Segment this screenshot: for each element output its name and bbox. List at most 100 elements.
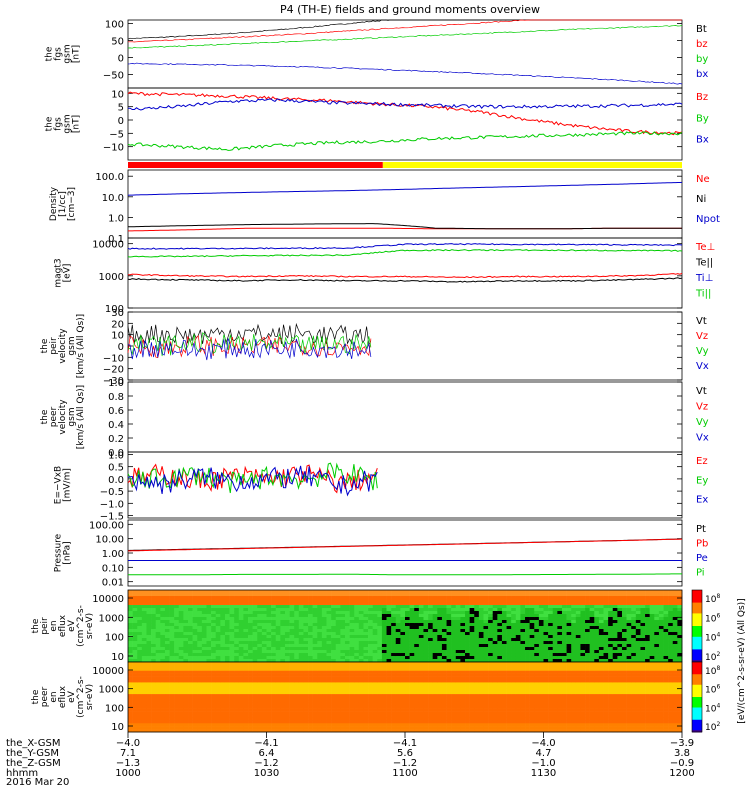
heatmap-cell	[400, 596, 406, 600]
heatmap-cell	[358, 635, 364, 639]
heatmap-cell	[340, 605, 346, 609]
heatmap-cell	[492, 623, 498, 627]
heatmap-cell	[220, 729, 226, 733]
heatmap-cell	[465, 638, 470, 642]
heatmap-cell	[206, 659, 212, 663]
heatmap-cell	[432, 641, 438, 645]
heatmap-cell	[511, 632, 517, 636]
heatmap-cell	[238, 647, 244, 651]
heatmap-cell	[400, 647, 406, 651]
y-axis-label-line: [km/s (All Qs)]	[76, 314, 86, 378]
heatmap-cell	[271, 682, 277, 686]
heatmap-cell	[640, 617, 646, 621]
heatmap-cell	[331, 599, 337, 603]
heatmap-cell	[501, 602, 507, 606]
heatmap-cell	[391, 590, 397, 594]
heatmap-cell	[280, 605, 286, 609]
heatmap-cell	[169, 708, 175, 712]
heatmap-cell	[344, 620, 350, 624]
heatmap-cell	[284, 605, 290, 609]
heatmap-cell	[321, 720, 327, 724]
legend-entry: By	[696, 113, 709, 124]
heatmap-cell	[321, 705, 327, 709]
heatmap-cell	[617, 593, 623, 597]
heatmap-cell	[289, 702, 295, 707]
heatmap-cell	[631, 626, 637, 630]
heatmap-cell	[474, 590, 480, 594]
heatmap-cell	[543, 617, 549, 621]
heatmap-cell	[603, 644, 609, 648]
heatmap-cell	[451, 599, 457, 603]
heatmap-cell	[465, 676, 470, 680]
y-tick-label: 10000	[92, 240, 124, 251]
heatmap-cell	[451, 644, 457, 648]
heatmap-cell	[271, 656, 277, 660]
heatmap-cell	[331, 699, 337, 704]
heatmap-cell	[483, 673, 489, 677]
heatmap-cell	[271, 711, 277, 715]
heatmap-cell	[280, 617, 286, 621]
heatmap-cell	[164, 667, 170, 672]
heatmap-cell	[663, 605, 669, 609]
heatmap-cell	[598, 638, 604, 642]
heatmap-cell	[561, 629, 567, 633]
heatmap-cell	[183, 599, 189, 603]
heatmap-cell	[386, 647, 392, 651]
heatmap-cell	[308, 614, 313, 618]
heatmap-cell	[178, 602, 184, 606]
heatmap-cell	[446, 635, 452, 639]
heatmap-cell	[455, 632, 461, 636]
heatmap-cell	[234, 699, 240, 704]
heatmap-cell	[391, 659, 397, 663]
heatmap-cell	[192, 659, 198, 663]
heatmap-cell	[395, 664, 401, 669]
heatmap-cell	[261, 656, 267, 660]
heatmap-cell	[409, 635, 415, 639]
heatmap-cell	[525, 590, 530, 594]
heatmap-cell	[520, 599, 526, 603]
heatmap-cell	[234, 650, 240, 654]
heatmap-cell	[654, 650, 660, 654]
heatmap-cell	[414, 617, 420, 621]
heatmap-cell	[483, 623, 489, 627]
heatmap-cell	[372, 667, 378, 672]
heatmap-cell	[372, 720, 378, 724]
heatmap-cell	[248, 614, 253, 618]
heatmap-cell	[418, 590, 424, 594]
heatmap-cell	[243, 593, 249, 597]
heatmap-cell	[261, 623, 267, 627]
heatmap-cell	[552, 590, 558, 594]
heatmap-cell	[649, 590, 655, 594]
heatmap-cell	[188, 617, 193, 621]
heatmap-cell	[238, 699, 244, 704]
heatmap-cell	[377, 659, 383, 663]
heatmap-cell	[284, 691, 290, 695]
heatmap-cell	[358, 699, 364, 704]
heatmap-cell	[183, 620, 189, 624]
heatmap-cell	[289, 656, 295, 660]
heatmap-cell	[188, 682, 193, 686]
heatmap-cell	[132, 729, 138, 733]
heatmap-cell	[141, 593, 147, 597]
heatmap-cell	[608, 653, 614, 657]
heatmap-cell	[137, 611, 143, 615]
heatmap-cell	[248, 596, 253, 600]
heatmap-cell	[206, 596, 212, 600]
heatmap-cell	[261, 682, 267, 686]
heatmap-cell	[211, 714, 217, 718]
heatmap-cell	[234, 620, 240, 624]
heatmap-cell	[649, 650, 655, 654]
heatmap-cell	[658, 611, 664, 615]
heatmap-cell	[234, 626, 240, 630]
heatmap-cell	[321, 670, 327, 674]
heatmap-cell	[146, 694, 152, 698]
heatmap-cell	[548, 593, 554, 597]
heatmap-cell	[608, 605, 614, 609]
heatmap-cell	[372, 714, 378, 718]
heatmap-cell	[211, 708, 217, 712]
heatmap-cell	[455, 676, 461, 680]
heatmap-cell	[238, 670, 244, 674]
heatmap-cell	[266, 617, 272, 621]
heatmap-cell	[234, 688, 240, 692]
heatmap-cell	[391, 688, 397, 692]
